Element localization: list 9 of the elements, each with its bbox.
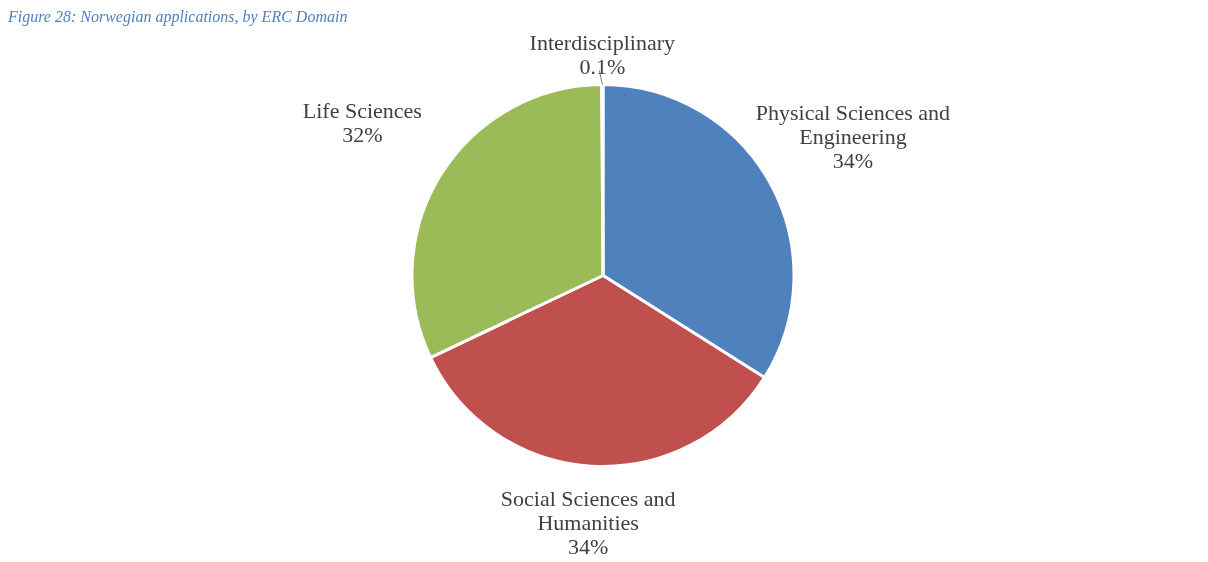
data-label: 32% — [342, 122, 383, 148]
slice-label: Social Sciences and Humanities — [500, 485, 676, 535]
chart-title: Figure 28: Norwegian applications, by ERC Domain — [8, 8, 349, 28]
slice-label: Interdisciplinary — [529, 30, 676, 56]
data-label: 34% — [568, 533, 609, 559]
data-label: 34% — [832, 147, 874, 173]
slice-label: Life Sciences — [302, 98, 422, 124]
data-label: 0.1% — [579, 54, 626, 80]
slice-label: Physical Sciences and Engineering — [755, 99, 951, 149]
